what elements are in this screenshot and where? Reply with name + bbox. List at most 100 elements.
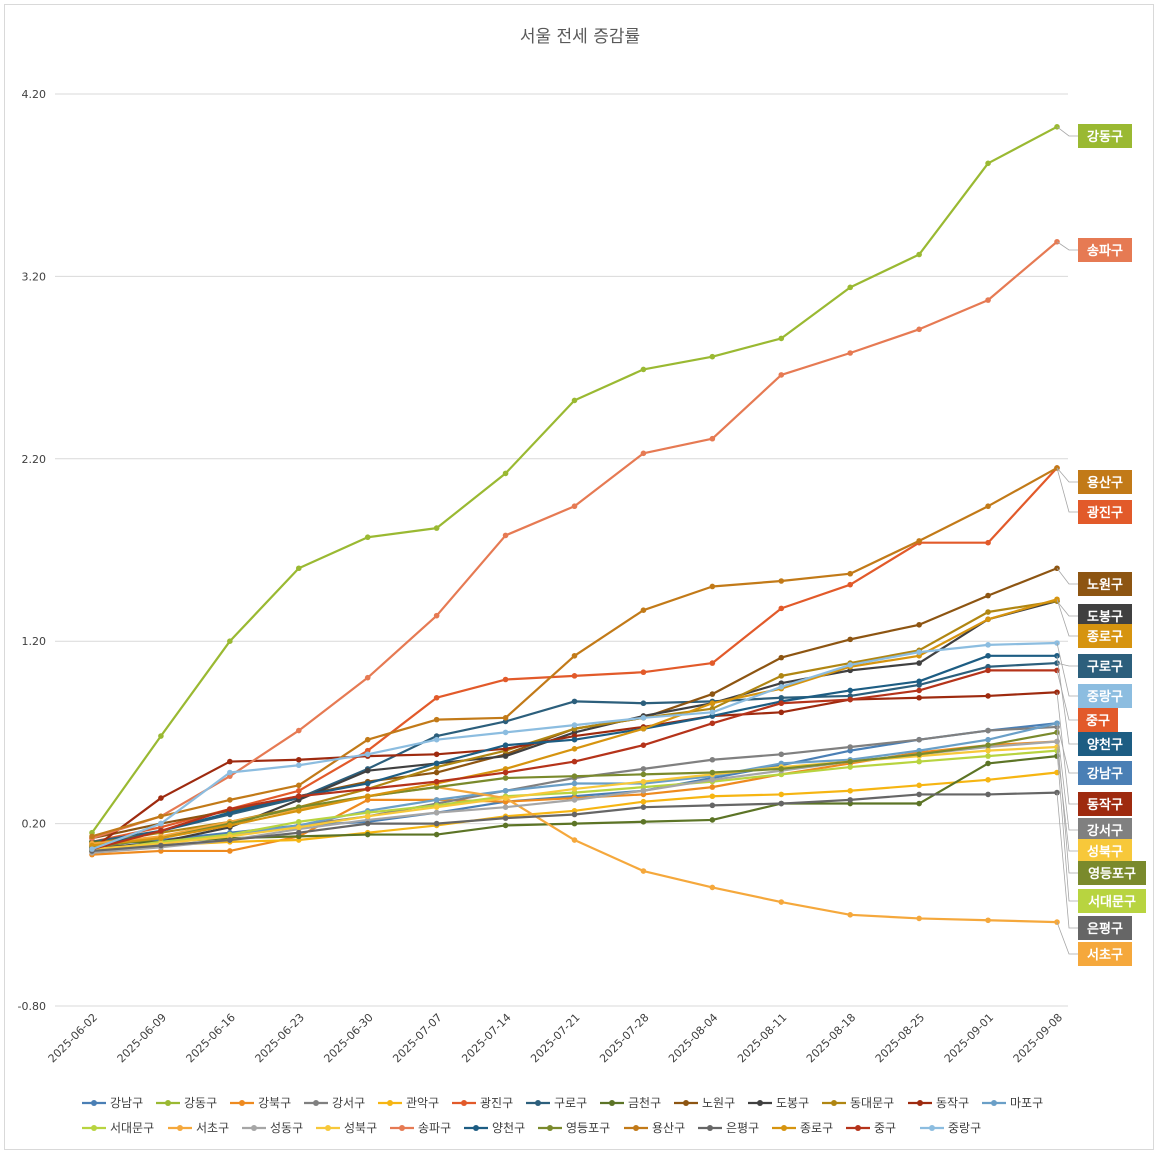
legend-item-송파구: 송파구: [390, 1121, 451, 1135]
end-label-box: [1078, 624, 1132, 648]
data-point: [916, 251, 922, 258]
end-label-box: [1078, 732, 1132, 756]
data-point: [640, 787, 647, 794]
legend-swatch-dot: [855, 1125, 861, 1131]
end-label-leader: [1056, 126, 1078, 137]
data-point: [709, 769, 716, 776]
data-point: [640, 450, 647, 457]
legend-swatch-dot: [757, 1100, 763, 1106]
end-label-box: [1078, 500, 1132, 524]
legend-label: 성동구: [270, 1121, 303, 1135]
end-label-leader: [1056, 599, 1078, 637]
end-label-leader: [1056, 792, 1078, 929]
data-point: [433, 804, 440, 810]
data-point: [709, 700, 716, 707]
end-label-box: [1078, 861, 1146, 885]
data-point: [709, 884, 716, 891]
data-point: [502, 804, 509, 810]
data-point: [778, 673, 785, 679]
data-point: [640, 669, 647, 676]
end-label-leader: [1056, 241, 1078, 251]
data-point: [433, 716, 440, 723]
end-label-text: 은평구: [1087, 921, 1123, 937]
data-point: [916, 326, 922, 333]
data-point: [571, 722, 578, 728]
data-point: [778, 709, 785, 716]
legend-label: 은평구: [726, 1121, 759, 1135]
data-point: [985, 503, 991, 510]
legend-swatch-dot: [387, 1100, 393, 1106]
legend-item-중구: 중구: [846, 1121, 896, 1135]
data-point: [709, 756, 716, 763]
series-용산구: [89, 465, 1060, 840]
end-label-text: 송파구: [1087, 244, 1123, 259]
legend-label: 동대문구: [850, 1096, 894, 1110]
legend-label: 영등포구: [566, 1121, 610, 1135]
data-point: [502, 753, 509, 759]
end-label-text: 강남구: [1087, 766, 1123, 782]
end-label-box: [1078, 572, 1132, 596]
legend-item-성동구: 성동구: [242, 1121, 303, 1135]
legend-item-강서구: 강서구: [304, 1096, 365, 1110]
data-point: [364, 786, 371, 792]
legend-label: 강북구: [258, 1096, 291, 1110]
end-label-leader: [1056, 467, 1078, 513]
end-label-text: 구로구: [1087, 660, 1123, 675]
data-point: [640, 700, 647, 707]
data-point: [433, 809, 440, 816]
x-axis-ticks: 2025-06-02 2025-06-09 2025-06-16 2025-06-23…: [46, 1011, 1065, 1065]
end-label-leader: [1056, 723, 1078, 774]
end-label-box: [1078, 889, 1146, 913]
data-point: [295, 793, 302, 800]
data-point: [916, 538, 922, 544]
data-point: [709, 660, 716, 666]
data-point: [433, 612, 440, 619]
data-point: [571, 758, 578, 765]
end-label-text: 양천구: [1087, 738, 1123, 753]
legend-label: 강남구: [110, 1096, 143, 1110]
data-point: [916, 736, 922, 743]
data-point: [502, 815, 509, 821]
legend-label: 종로구: [800, 1121, 833, 1135]
data-point: [985, 297, 991, 303]
legend-label: 송파구: [418, 1121, 451, 1135]
legend-label: 도봉구: [776, 1096, 809, 1110]
end-label-leader: [1056, 600, 1078, 617]
end-label-tag: 동작구: [1078, 792, 1132, 816]
end-label-box: [1078, 708, 1118, 732]
legend-swatch-dot: [165, 1100, 171, 1106]
series-중구: [89, 667, 1060, 852]
x-tick-label: 2025-06-02: [46, 1011, 100, 1065]
end-label-tag: 강남구: [1078, 761, 1132, 785]
data-point: [640, 818, 647, 825]
legend-item-관악구: 관악구: [378, 1096, 439, 1110]
data-point: [571, 746, 578, 752]
data-point: [571, 736, 578, 743]
x-tick-label: 2025-09-08: [1011, 1011, 1065, 1065]
data-point: [916, 678, 922, 685]
legend-swatch-dot: [473, 1125, 479, 1131]
data-point: [571, 503, 578, 510]
legend-label: 강서구: [332, 1096, 365, 1110]
end-label-box: [1078, 761, 1132, 785]
legend-item-노원구: 노원구: [674, 1096, 735, 1110]
data-point: [571, 786, 578, 792]
x-tick-label: 2025-06-16: [184, 1011, 238, 1065]
end-label-text: 중구: [1086, 714, 1110, 729]
legend-label: 노원구: [702, 1096, 735, 1110]
data-point: [227, 848, 233, 854]
legend-label: 용산구: [652, 1121, 685, 1135]
legend-label: 금천구: [628, 1095, 661, 1110]
end-label-box: [1078, 684, 1132, 708]
legend-swatch-dot: [917, 1100, 923, 1106]
data-point: [985, 917, 991, 924]
data-point: [985, 539, 991, 546]
data-point: [985, 727, 991, 734]
data-point: [295, 829, 302, 836]
data-point: [433, 778, 440, 785]
legend-swatch-dot: [683, 1100, 689, 1106]
end-label-text: 강동구: [1087, 129, 1123, 145]
data-point: [778, 372, 785, 378]
data-point: [502, 795, 509, 801]
data-point: [916, 758, 922, 765]
